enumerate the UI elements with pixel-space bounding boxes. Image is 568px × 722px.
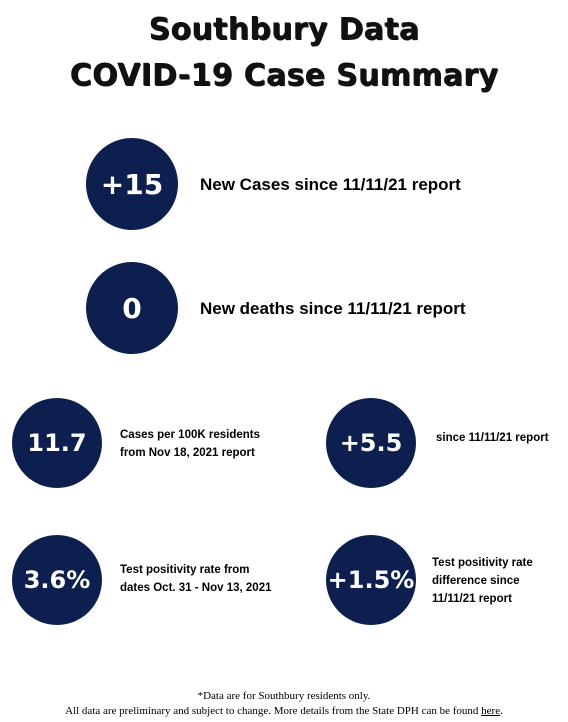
positivity-change-label-line-3: 11/11/21 report [432, 593, 512, 605]
cases-change-circle: +5.5 [326, 398, 416, 488]
positivity-change-value: +1.5% [327, 566, 415, 594]
positivity-value: 3.6% [23, 566, 91, 594]
title-line-1: Southbury Data [148, 12, 420, 47]
cases-per-100k-label-line-1: Cases per 100K residents [120, 429, 260, 441]
cases-per-100k-value: 11.7 [27, 429, 87, 457]
cases-per-100k-label: Cases per 100K residents from Nov 18, 20… [120, 426, 260, 462]
new-deaths-label: New deaths since 11/11/21 report [200, 299, 466, 318]
title-line-2: COVID-19 Case Summary [69, 58, 499, 93]
positivity-change-label-line-2: difference since [432, 575, 520, 587]
positivity-change-label-line-1: Test positivity rate [432, 557, 533, 569]
dph-link[interactable]: here [481, 705, 501, 717]
cases-change-label: since 11/11/21 report [436, 432, 549, 444]
positivity-circle: 3.6% [12, 535, 102, 625]
new-deaths-circle: 0 [86, 262, 178, 354]
footer-disclaimer-text: All data are preliminary and subject to … [65, 705, 482, 717]
footer-disclaimer-end: . [500, 705, 503, 717]
positivity-label-line-2: dates Oct. 31 - Nov 13, 2021 [120, 582, 272, 594]
cases-change-value: +5.5 [339, 429, 403, 457]
positivity-label: Test positivity rate from dates Oct. 31 … [120, 561, 272, 597]
footer-disclaimer: All data are preliminary and subject to … [0, 705, 568, 717]
new-deaths-value: 0 [122, 291, 142, 325]
new-cases-value: +15 [100, 167, 164, 201]
new-cases-label: New Cases since 11/11/21 report [200, 175, 461, 194]
positivity-change-circle: +1.5% [326, 535, 416, 625]
positivity-label-line-1: Test positivity rate from [120, 564, 250, 576]
new-cases-circle: +15 [86, 138, 178, 230]
positivity-change-label: Test positivity rate difference since 11… [432, 554, 533, 608]
footer-note: *Data are for Southbury residents only. [197, 690, 371, 702]
cases-per-100k-circle: 11.7 [12, 398, 102, 488]
cases-per-100k-label-line-2: from Nov 18, 2021 report [120, 447, 255, 459]
